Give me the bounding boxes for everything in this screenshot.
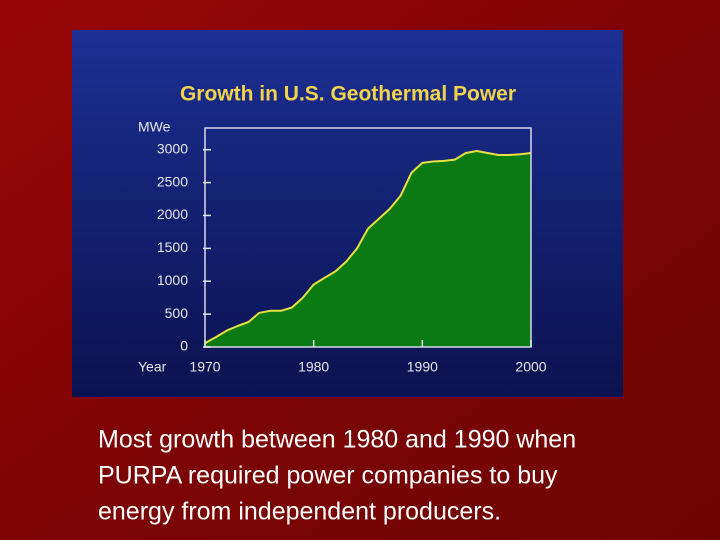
caption-line: Most growth between 1980 and 1990 when (98, 426, 576, 454)
area-line (204, 150, 532, 344)
x-tick-label: 1990 (407, 359, 438, 375)
x-tick-label: 1980 (298, 359, 329, 375)
x-tick-label: 1970 (189, 359, 220, 375)
y-axis-label: MWe (138, 119, 171, 135)
y-tick-label: 2000 (157, 206, 188, 222)
area-fill (205, 151, 531, 347)
plot: 0 500 1000 1500 2000 2500 3000 1970 1980 1990 2000 (157, 127, 547, 375)
y-tick-label: 1000 (157, 272, 188, 288)
caption-line: PURPA required power companies to buy (98, 462, 558, 490)
y-tick-label: 1500 (157, 239, 188, 255)
y-tick-label: 0 (180, 338, 188, 354)
y-tick-label: 500 (165, 305, 189, 321)
x-axis-label: Year (138, 359, 167, 375)
x-tick-label: 2000 (515, 359, 546, 375)
y-tick-label: 2500 (157, 173, 188, 189)
y-tick-label: 3000 (157, 140, 188, 156)
chart-title: Growth in U.S. Geothermal Power (180, 83, 516, 106)
caption-line: energy from independent producers. (98, 498, 501, 526)
plot-frame (204, 127, 532, 348)
